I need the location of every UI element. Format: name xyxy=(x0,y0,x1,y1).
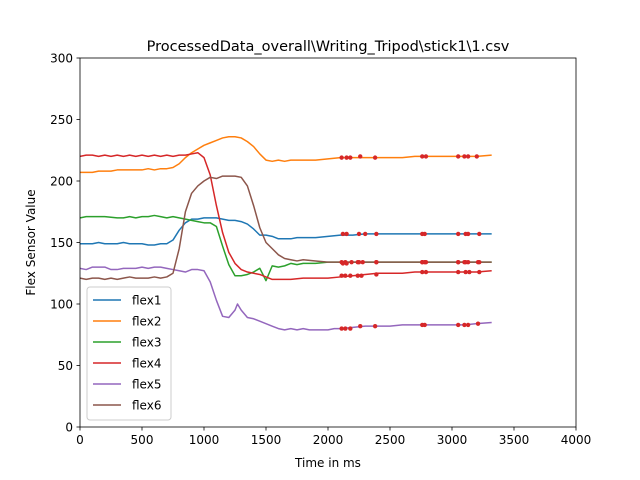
data-marker-flex4 xyxy=(343,273,348,278)
x-axis: 0 500 1000 1500 2000 2500 3000 3500 4000 xyxy=(76,427,591,447)
data-marker-flex2 xyxy=(344,155,349,160)
data-marker-flex1 xyxy=(340,231,346,237)
data-marker-flex5 xyxy=(475,321,481,326)
series-line-flex2 xyxy=(80,135,492,174)
data-marker-flex4 xyxy=(423,269,429,275)
y-tick-label: 150 xyxy=(50,236,73,250)
data-marker-flex2 xyxy=(456,154,461,159)
data-marker-flex3 xyxy=(360,259,365,265)
data-marker-flex4 xyxy=(348,273,353,278)
series-layer xyxy=(80,135,492,331)
data-marker-flex4 xyxy=(477,269,482,275)
data-marker-flex3 xyxy=(349,259,354,265)
data-marker-flex5 xyxy=(462,322,467,328)
y-tick-label: 300 xyxy=(50,52,73,66)
y-tick-label: 0 xyxy=(65,421,73,435)
data-marker-flex1 xyxy=(465,231,471,237)
data-marker-flex6 xyxy=(423,259,429,265)
series-line-flex4 xyxy=(80,151,492,281)
x-tick-label: 3500 xyxy=(499,433,530,447)
data-marker-flex1 xyxy=(374,231,379,237)
x-tick-label: 3000 xyxy=(437,433,468,447)
data-marker-flex2 xyxy=(358,154,363,159)
data-marker-flex2 xyxy=(372,155,378,160)
data-marker-flex1 xyxy=(456,231,461,237)
data-marker-flex2 xyxy=(423,154,429,159)
data-marker-flex4 xyxy=(420,269,425,275)
data-marker-flex1 xyxy=(356,231,362,237)
data-marker-flex5 xyxy=(422,322,427,328)
data-marker-flex4 xyxy=(467,269,472,275)
data-marker-flex5 xyxy=(343,326,348,331)
data-marker-flex5 xyxy=(339,326,344,331)
legend-label-flex1: flex1 xyxy=(132,294,161,308)
x-tick-label: 4000 xyxy=(561,433,592,447)
data-marker-flex4 xyxy=(355,273,360,278)
data-marker-flex5 xyxy=(358,323,363,329)
data-marker-flex6 xyxy=(477,259,482,265)
data-marker-flex1 xyxy=(477,231,482,237)
data-marker-flex4 xyxy=(463,269,468,275)
x-tick-label: 1000 xyxy=(189,433,220,447)
y-tick-label: 100 xyxy=(50,298,73,312)
y-axis: 0 50 100 150 200 250 300 xyxy=(50,52,80,435)
data-marker-flex6 xyxy=(340,261,346,266)
legend-label-flex4: flex4 xyxy=(132,357,161,371)
legend-label-flex2: flex2 xyxy=(132,315,161,329)
data-marker-flex4 xyxy=(339,273,344,278)
data-marker-flex2 xyxy=(465,154,471,159)
data-marker-flex6 xyxy=(456,259,461,265)
data-marker-flex2 xyxy=(462,154,467,159)
data-marker-flex5 xyxy=(456,322,461,328)
x-tick-label: 2000 xyxy=(313,433,344,447)
y-tick-label: 200 xyxy=(50,175,73,189)
legend-label-flex6: flex6 xyxy=(132,399,161,413)
marker-layer xyxy=(339,154,482,331)
data-marker-flex6 xyxy=(420,259,425,265)
legend-label-flex3: flex3 xyxy=(132,336,161,350)
x-axis-label: Time in ms xyxy=(294,456,361,470)
y-axis-label: Flex Sensor Value xyxy=(24,189,38,295)
data-marker-flex2 xyxy=(420,154,425,159)
y-tick-label: 250 xyxy=(50,113,73,127)
data-marker-flex6 xyxy=(374,259,379,265)
data-marker-flex2 xyxy=(348,155,353,160)
chart-title: ProcessedData_overall\Writing_Tripod\sti… xyxy=(147,39,510,55)
legend: flex1 flex2 flex3 flex4 flex5 flex6 xyxy=(86,286,172,421)
series-line-flex1 xyxy=(80,217,492,246)
series-line-flex6 xyxy=(80,175,492,281)
data-marker-flex6 xyxy=(356,259,362,265)
data-marker-flex4 xyxy=(374,272,379,277)
data-marker-flex5 xyxy=(372,323,378,329)
data-marker-flex6 xyxy=(344,261,349,266)
x-tick-label: 2500 xyxy=(375,433,406,447)
data-marker-flex1 xyxy=(344,231,349,237)
data-marker-flex5 xyxy=(348,326,353,331)
legend-label-flex5: flex5 xyxy=(132,378,161,392)
data-marker-flex2 xyxy=(474,154,479,159)
data-marker-flex4 xyxy=(456,269,461,275)
data-marker-flex4 xyxy=(359,273,364,278)
y-tick-label: 50 xyxy=(58,359,73,373)
data-marker-flex5 xyxy=(465,322,471,328)
data-marker-flex1 xyxy=(422,231,427,237)
x-tick-label: 500 xyxy=(131,433,154,447)
x-tick-label: 1500 xyxy=(251,433,282,447)
x-tick-label: 0 xyxy=(76,433,84,447)
data-marker-flex6 xyxy=(463,259,468,265)
data-marker-flex1 xyxy=(363,231,368,237)
data-marker-flex2 xyxy=(339,155,344,160)
